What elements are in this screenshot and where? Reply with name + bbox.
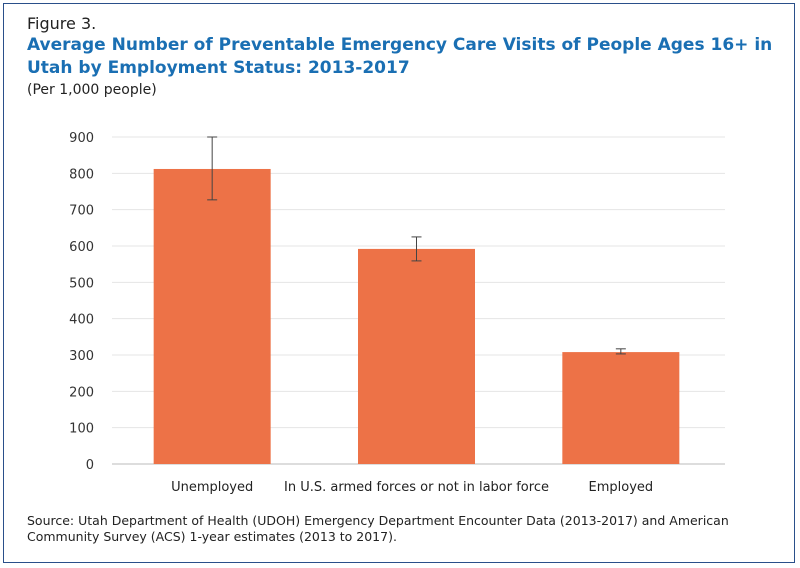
figure-frame xyxy=(3,3,795,563)
bar xyxy=(358,248,475,464)
y-tick-label: 700 xyxy=(69,204,94,219)
x-tick-label: Unemployed xyxy=(171,480,253,495)
x-tick-label: In U.S. armed forces or not in labor for… xyxy=(284,480,549,495)
y-tick-label: 800 xyxy=(69,167,94,182)
y-tick-label: 100 xyxy=(69,422,94,437)
bar xyxy=(562,352,680,464)
y-tick-label: 600 xyxy=(69,240,94,255)
chart-title: Average Number of Preventable Emergency … xyxy=(27,35,773,78)
y-tick-label: 900 xyxy=(69,131,94,146)
chart-subtitle: (Per 1,000 people) xyxy=(27,82,157,98)
y-tick-label: 0 xyxy=(86,458,94,473)
x-tick-label: Employed xyxy=(589,480,654,495)
y-tick-label: 500 xyxy=(69,276,94,291)
y-tick-label: 300 xyxy=(69,349,94,364)
bar xyxy=(153,168,271,464)
y-tick-label: 200 xyxy=(69,385,94,400)
y-tick-label: 400 xyxy=(69,313,94,328)
figure-label: Figure 3. xyxy=(27,14,97,33)
source-note: Source: Utah Department of Health (UDOH)… xyxy=(27,513,729,544)
